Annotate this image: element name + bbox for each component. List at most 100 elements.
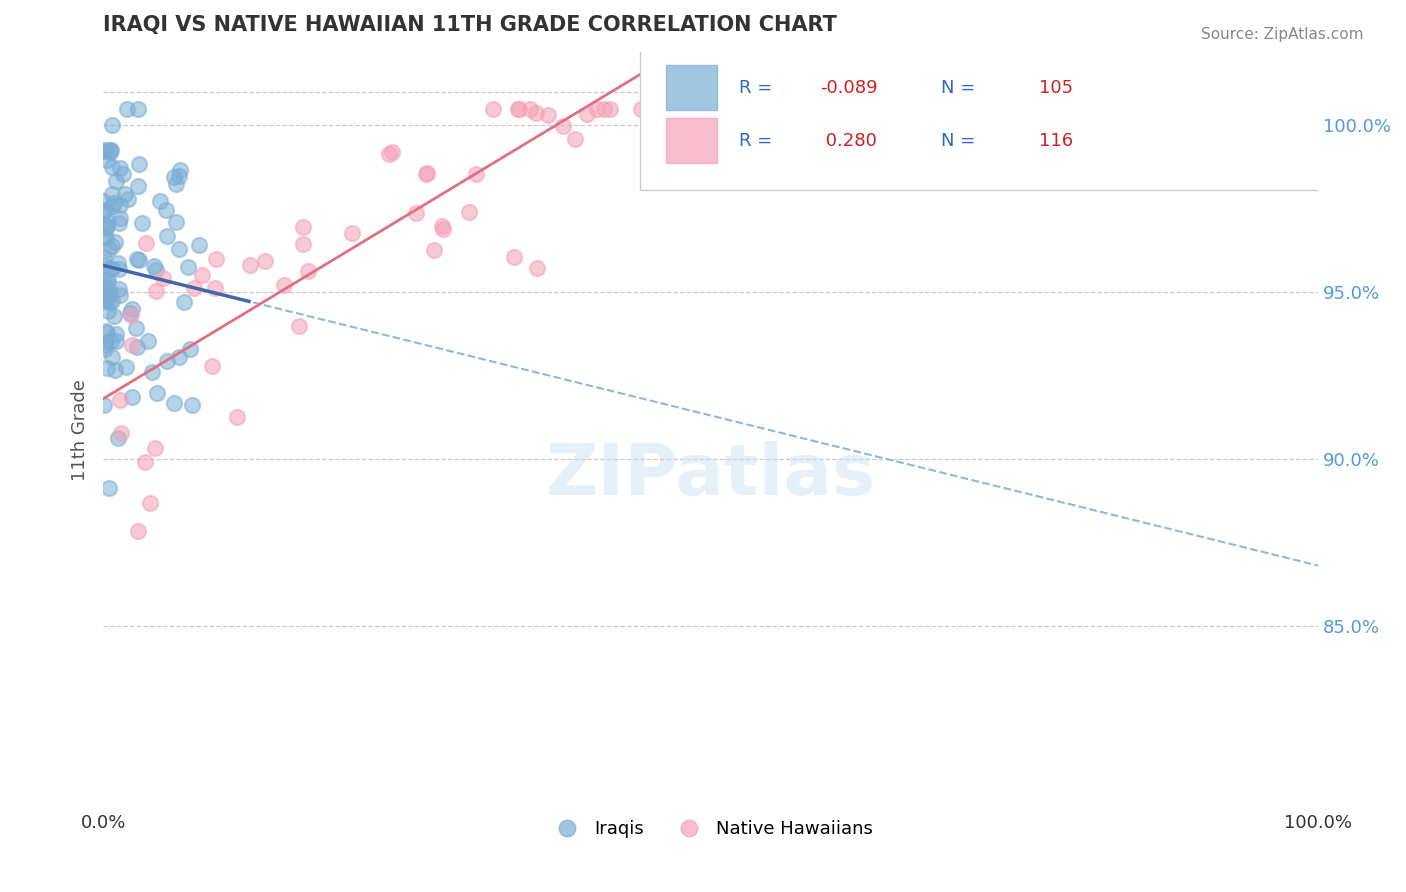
Point [94,294,117,309]
Point [156,353,179,368]
Point [1080,102,1102,116]
Point [731,102,754,116]
Point [104,334,127,348]
Point [101,350,124,364]
Point [107,255,129,269]
Text: IRAQI VS NATIVE HAWAIIAN 11TH GRADE CORRELATION CHART: IRAQI VS NATIVE HAWAIIAN 11TH GRADE CORR… [103,15,837,35]
Point [155,203,177,218]
Point [188,238,211,252]
Point [163,170,186,185]
Point [165,215,187,229]
Point [1026,102,1049,116]
Point [98,285,121,299]
Point [292,219,315,234]
Point [799,102,821,116]
Point [1146,102,1168,116]
Point [943,102,966,116]
Point [156,229,179,244]
Point [165,177,187,191]
Point [94,143,117,157]
Point [671,102,693,116]
Point [131,216,153,230]
Point [801,102,824,116]
Point [101,293,124,308]
Point [1218,102,1240,116]
Point [93,194,115,209]
Text: Source: ZipAtlas.com: Source: ZipAtlas.com [1201,27,1364,42]
Point [127,524,149,538]
Point [524,105,547,120]
Point [94,277,117,291]
Point [114,186,136,201]
Point [811,102,834,116]
Point [96,153,118,167]
Point [1026,102,1049,116]
Point [297,264,319,278]
Point [946,102,969,116]
Point [553,120,575,134]
Point [803,102,825,116]
Point [825,102,848,116]
Point [415,167,437,181]
Point [1057,102,1080,116]
Point [1192,102,1215,116]
Point [94,342,117,356]
Point [929,102,952,116]
Point [183,280,205,294]
Point [94,280,117,294]
Point [482,102,505,116]
Point [97,273,120,287]
Point [1173,102,1195,116]
Point [1194,102,1216,116]
Point [599,102,621,116]
Point [93,230,115,244]
Point [1163,102,1185,116]
Point [93,217,115,231]
Point [638,102,661,116]
Point [94,289,117,303]
Point [135,235,157,250]
Point [1204,102,1226,116]
Point [94,337,117,351]
Point [104,363,127,377]
Point [110,426,132,441]
Point [903,102,925,116]
Point [98,287,121,301]
Point [97,215,120,229]
Point [1119,102,1142,116]
Point [139,496,162,510]
Point [896,102,918,116]
Point [169,350,191,364]
Point [903,102,925,116]
Text: -0.089: -0.089 [820,79,877,97]
Point [93,250,115,264]
Point [93,204,115,219]
Point [127,252,149,266]
Point [342,227,364,241]
Point [853,102,876,116]
Point [837,102,859,116]
Point [759,102,782,116]
Point [96,273,118,287]
Point [93,280,115,294]
Point [287,319,309,334]
Y-axis label: 11th Grade: 11th Grade [72,380,89,482]
Point [98,145,121,159]
FancyBboxPatch shape [640,45,1322,190]
Point [96,230,118,244]
Point [169,163,191,178]
Point [103,196,125,211]
Point [842,102,865,116]
Point [96,335,118,350]
Point [121,301,143,316]
Point [110,211,132,225]
Point [111,167,134,181]
Point [432,222,454,236]
Point [1042,102,1064,116]
Point [105,174,128,188]
Point [749,102,772,116]
Point [117,192,139,206]
Point [104,235,127,249]
Point [1234,102,1257,116]
Point [593,102,616,116]
